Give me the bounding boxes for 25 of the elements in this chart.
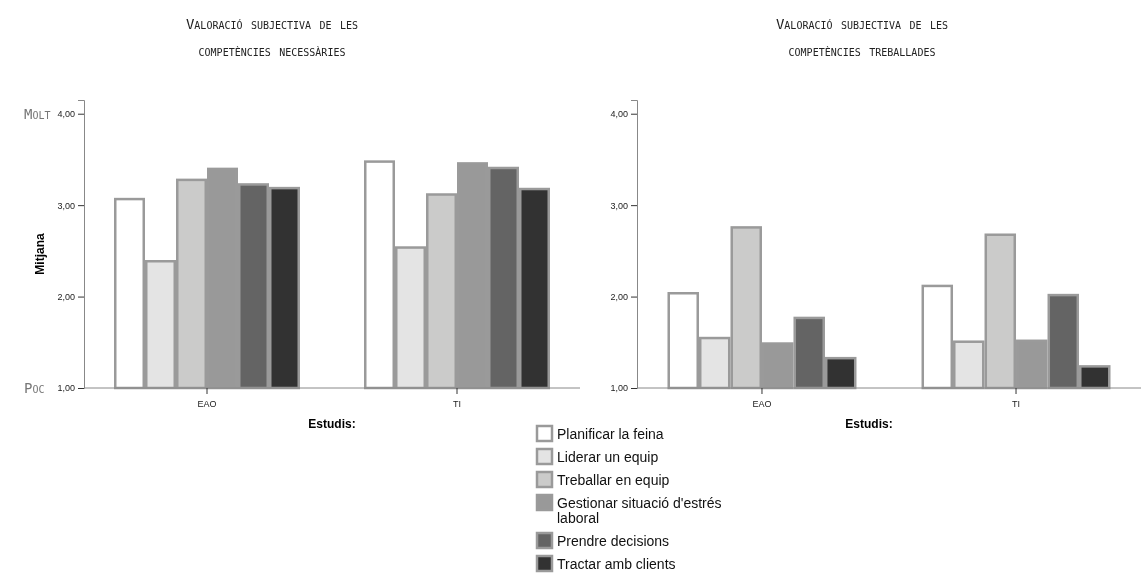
chart-title: Valoració subjectiva de les competències treballades xyxy=(775,16,949,59)
text: Poc xyxy=(24,380,45,396)
y-tick-label: 2,00 xyxy=(610,291,628,302)
x-tick-label: TI xyxy=(1012,398,1021,409)
y-axis-title: Mitjana xyxy=(33,233,47,275)
legend-label: Tractar amb clients xyxy=(557,556,676,572)
x-tick-label: EAO xyxy=(197,398,217,409)
legend-label: Liderar un equip xyxy=(557,449,659,465)
y-tick-label: 4,00 xyxy=(610,109,628,120)
chart-title: Valoració subjectiva de les competències necessàries xyxy=(185,16,359,59)
y-tick-label: 3,00 xyxy=(610,200,628,211)
x-tick-label: EAO xyxy=(752,398,772,409)
x-tick-label: TI xyxy=(453,398,461,409)
y-tick-label: 1,00 xyxy=(57,383,75,394)
text: Molt xyxy=(24,105,51,122)
x-axis-title: Estudis: xyxy=(845,417,893,431)
x-axis-title: Estudis: xyxy=(308,417,356,431)
y-tick-label: 3,00 xyxy=(57,200,75,211)
y-tick-label: 1,00 xyxy=(610,383,628,394)
legend-label: Prendre decisions xyxy=(557,533,670,549)
legend-label: Planificar la feina xyxy=(557,426,664,442)
y-tick-label: 4,00 xyxy=(57,109,75,120)
legend-label: Treballar en equip xyxy=(557,472,670,488)
legend-label: Gestionar situació d'estrés laboral xyxy=(557,495,722,526)
y-tick-label: 2,00 xyxy=(57,291,75,302)
